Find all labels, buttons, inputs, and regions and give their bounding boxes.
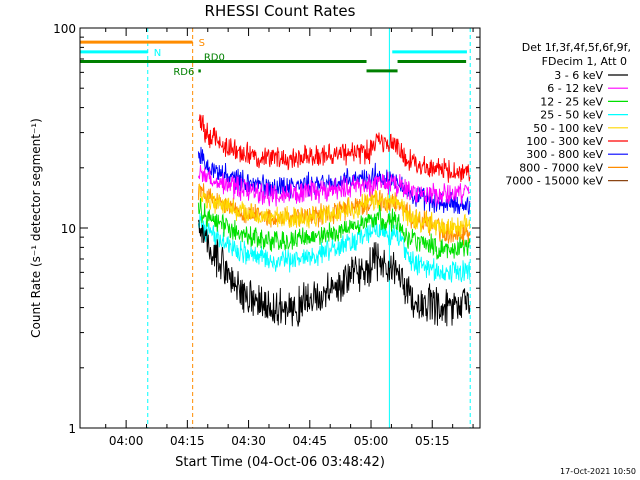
flag-label-rd0: RD0 <box>204 52 225 63</box>
plot-frame <box>79 27 481 429</box>
x-tick-label-04-30: 04:30 <box>231 434 266 448</box>
series-line-25-50-kev <box>197 213 471 283</box>
y-tick-label-1: 1 <box>68 422 76 436</box>
footer-timestamp: 17-Oct-2021 10:50 <box>560 467 636 476</box>
legend-label-100-300-kev: 100 - 300 keV <box>526 135 603 148</box>
series-line-100-300-kev <box>198 114 471 183</box>
legend-label-12-25-kev: 12 - 25 keV <box>540 95 603 108</box>
axes-layer: 04:00 04:15 04:30 04:45 05:00 05:15 1 10 100 <box>53 22 480 448</box>
legend-header-line-2: FDecim 1, Att 0 <box>542 55 627 68</box>
series-line-12-25-kev <box>197 198 471 260</box>
series-layer <box>197 114 471 327</box>
flag-label-rd6: RD6 <box>173 67 194 78</box>
x-tick-label-04-15: 04:15 <box>170 434 205 448</box>
flag-label-s: S <box>199 38 205 49</box>
x-axis-label: Start Time (04-Oct-06 03:48:42) <box>175 455 385 470</box>
legend-label-50-100-kev: 50 - 100 keV <box>533 122 603 135</box>
legend-label-25-50-kev: 25 - 50 keV <box>540 109 603 122</box>
chart-title: RHESSI Count Rates <box>205 2 356 20</box>
series-line-300-800-kev <box>197 146 471 215</box>
y-tick-label-100: 100 <box>53 22 76 36</box>
legend-label-800-7000-kev: 800 - 7000 keV <box>519 161 603 174</box>
legend-header-line-1: Det 1f,3f,4f,5f,6f,9f, <box>522 41 631 54</box>
flag-label-n: N <box>154 48 161 59</box>
legend-label-7000-15000-kev: 7000 - 15000 keV <box>505 175 603 188</box>
legend: Det 1f,3f,4f,5f,6f,9f,FDecim 1, Att 03 -… <box>505 41 631 188</box>
legend-label-3-6-kev: 3 - 6 keV <box>554 69 603 82</box>
x-tick-label-04-45: 04:45 <box>292 434 327 448</box>
series-line-6-12-kev <box>197 165 471 207</box>
legend-label-300-800-kev: 300 - 800 keV <box>526 148 603 161</box>
series-line-50-100-kev <box>198 184 471 239</box>
x-tick-label-04-00: 04:00 <box>109 434 144 448</box>
legend-label-6-12-kev: 6 - 12 keV <box>547 82 603 95</box>
series-line-3-6-kev <box>197 219 471 327</box>
x-tick-label-05-00: 05:00 <box>354 434 389 448</box>
y-axis-label: Count Rate (s⁻¹ detector segment⁻¹) <box>29 118 43 338</box>
y-tick-label-10: 10 <box>61 222 76 236</box>
x-tick-label-05-15: 05:15 <box>415 434 450 448</box>
flag-bar-layer: S N RD6 RD0 <box>80 38 467 78</box>
